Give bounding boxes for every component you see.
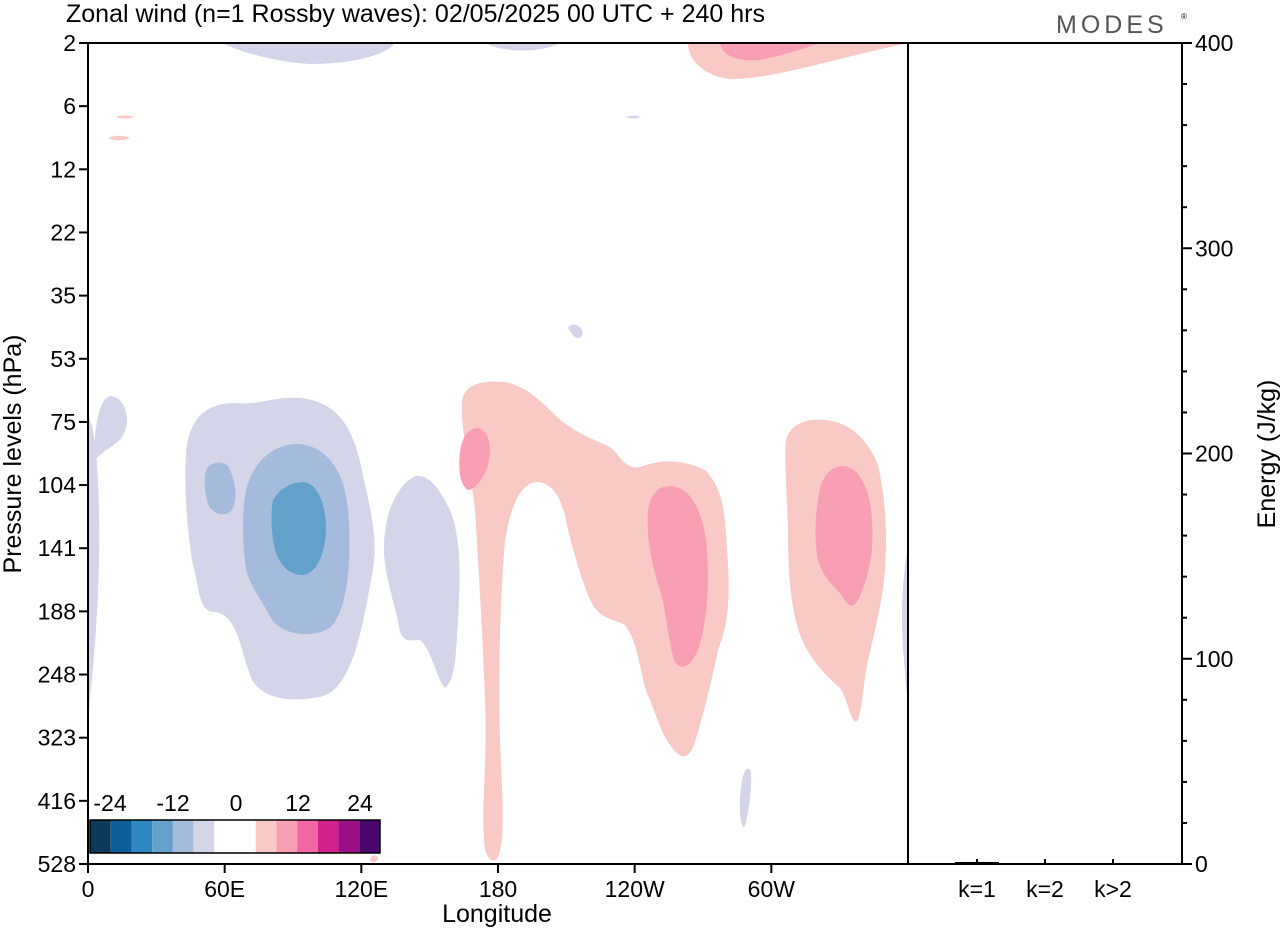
- contour-neg-top: [222, 43, 395, 64]
- colorbar-label: 24: [347, 790, 373, 816]
- y-axis-title: Pressure levels (hPa): [0, 335, 27, 574]
- colorbar-labels: -24 -12 0 12 24: [93, 790, 373, 816]
- x-tick-label: 180: [479, 876, 517, 902]
- contour-neg-left-edge-2: [88, 396, 127, 470]
- contour-neg-right-edge: [901, 545, 908, 715]
- colorbar-swatch: [90, 820, 111, 853]
- colorbar-swatch: [359, 820, 380, 853]
- contour-neg-left-edge: [88, 415, 100, 720]
- contour-neg-speck-2: [568, 324, 583, 339]
- contour-neg-main-core: [271, 482, 326, 576]
- x-tick-label: 0: [82, 876, 95, 902]
- energy-category-label: k=1: [958, 876, 996, 902]
- contour-pos-bottom-speck: [370, 855, 378, 863]
- energy-tick-label: 400: [1195, 30, 1233, 56]
- y-tick-label: 75: [50, 409, 76, 435]
- y-tick-label: 35: [50, 283, 76, 309]
- y-tick-label: 188: [38, 598, 76, 624]
- y-tick-label: 6: [63, 93, 76, 119]
- modes-logo: MODES: [1056, 11, 1168, 39]
- contour-neg-bottom: [739, 768, 752, 828]
- energy-bars: k=1 k=2 k>2: [955, 859, 1132, 902]
- x-tick-label: 120E: [334, 876, 388, 902]
- colorbar-swatch: [193, 820, 215, 853]
- contour-neg-small-core: [204, 462, 236, 515]
- colorbar-swatch: [110, 820, 132, 853]
- y-tick-label: 12: [50, 156, 76, 182]
- energy-tick-label: 200: [1195, 441, 1233, 467]
- energy-tick-label: 0: [1195, 851, 1208, 877]
- contour-pos-speck-1: [116, 115, 134, 119]
- colorbar-swatch: [297, 820, 318, 853]
- energy-category-label: k=2: [1026, 876, 1064, 902]
- colorbar-swatch: [172, 820, 194, 853]
- energy-category-label: k>2: [1094, 876, 1132, 902]
- energy-tick-label: 100: [1195, 646, 1233, 672]
- contour-pos-60w-core: [815, 466, 873, 606]
- contour-neg-150e: [383, 475, 460, 688]
- colorbar-swatch: [131, 820, 153, 853]
- colorbar-swatch: [338, 820, 360, 853]
- energy-axis-ticks: 0 100 200 300 400: [1182, 30, 1233, 877]
- energy-tick-label: 300: [1195, 235, 1233, 261]
- y-tick-label: 2: [63, 30, 76, 56]
- x-axis-ticks: 0 60E 120E 180 120W 60W: [82, 864, 796, 902]
- contour-neg-speck: [626, 115, 641, 119]
- logo-registered-mark: ®: [1181, 12, 1187, 21]
- colorbar-swatch: [276, 820, 298, 853]
- colorbar-label: -12: [156, 790, 189, 816]
- energy-bar: [955, 861, 999, 864]
- x-tick-label: 60E: [204, 876, 245, 902]
- y-tick-label: 53: [50, 346, 76, 372]
- colorbar-label: -24: [93, 790, 126, 816]
- x-tick-label: 120W: [605, 876, 665, 902]
- contour-neg-top-small: [485, 43, 560, 51]
- y-tick-label: 528: [38, 851, 76, 877]
- contour-pos-top-core: [720, 43, 820, 61]
- colorbar-swatch: [152, 820, 173, 853]
- colorbar-swatch: [214, 820, 235, 853]
- y-tick-label: 416: [38, 788, 76, 814]
- y-axis-ticks: 2 6 12 22 35 53 75 104 141 188 248 323 416 528: [38, 30, 88, 877]
- colorbar-boxes: [89, 819, 381, 854]
- colorbar-swatch: [317, 820, 339, 853]
- contour-pos-speck-2: [108, 135, 130, 141]
- colorbar: -24 -12 0 12 24: [89, 790, 381, 854]
- contour-pos-main-core-1: [459, 428, 490, 490]
- y-tick-label: 248: [38, 662, 76, 688]
- colorbar-swatch: [255, 820, 277, 853]
- contour-pos-main-core-2: [647, 486, 708, 667]
- colorbar-swatch: [235, 820, 256, 853]
- colorbar-label: 0: [230, 790, 243, 816]
- y-tick-label: 141: [38, 535, 76, 561]
- colorbar-label: 12: [285, 790, 311, 816]
- x-tick-label: 60W: [748, 876, 796, 902]
- colorbar-frame: [89, 819, 381, 854]
- chart-title: Zonal wind (n=1 Rossby waves): 02/05/202…: [66, 0, 765, 28]
- y-tick-label: 323: [38, 725, 76, 751]
- x-axis-title: Longitude: [442, 900, 552, 928]
- y-tick-label: 22: [50, 219, 76, 245]
- energy-axis-title: Energy (J/kg): [1253, 380, 1280, 529]
- y-tick-label: 104: [38, 472, 77, 498]
- contour-field: [88, 43, 908, 863]
